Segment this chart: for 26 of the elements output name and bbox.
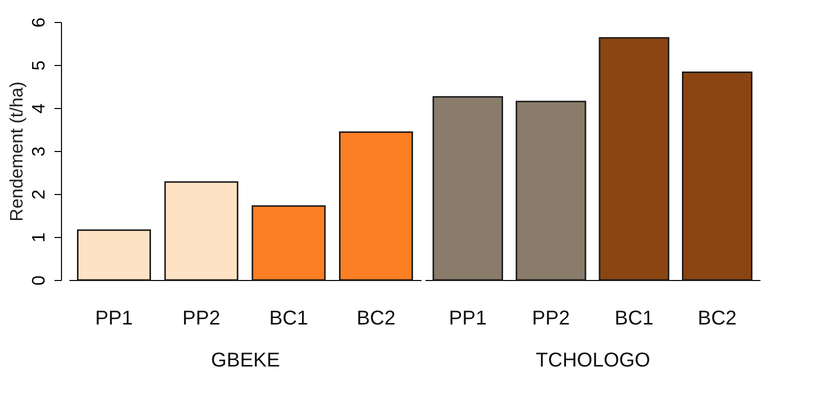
bar	[164, 181, 238, 281]
bar	[516, 100, 586, 281]
y-tick-label: 1	[28, 232, 48, 243]
x-tick-label: BC1	[269, 308, 308, 330]
x-tick-label: BC2	[698, 308, 737, 330]
bar	[339, 131, 414, 281]
y-tick-label: 3	[28, 146, 48, 157]
bar	[432, 96, 504, 281]
bar	[252, 205, 326, 281]
y-tick-label: 2	[28, 189, 48, 200]
bar	[76, 229, 151, 281]
y-axis-title: Rendement (t/ha)	[6, 81, 26, 222]
y-tick-label: 5	[28, 60, 48, 71]
x-tick-label: PP1	[95, 308, 133, 330]
bar	[598, 37, 670, 281]
y-tick-label: 0	[28, 275, 48, 286]
x-tick-label: BC1	[614, 308, 654, 330]
bar	[682, 72, 752, 281]
x-axis-title: GBEKE	[211, 350, 280, 372]
x-axis-title: TCHOLOGO	[536, 350, 650, 372]
y-tick-label: 4	[28, 103, 48, 114]
x-tick-label: PP2	[182, 308, 220, 330]
x-tick-label: PP2	[532, 308, 570, 330]
y-tick-label: 6	[28, 17, 48, 28]
x-tick-label: PP1	[448, 308, 487, 330]
x-tick-label: BC2	[356, 308, 396, 330]
